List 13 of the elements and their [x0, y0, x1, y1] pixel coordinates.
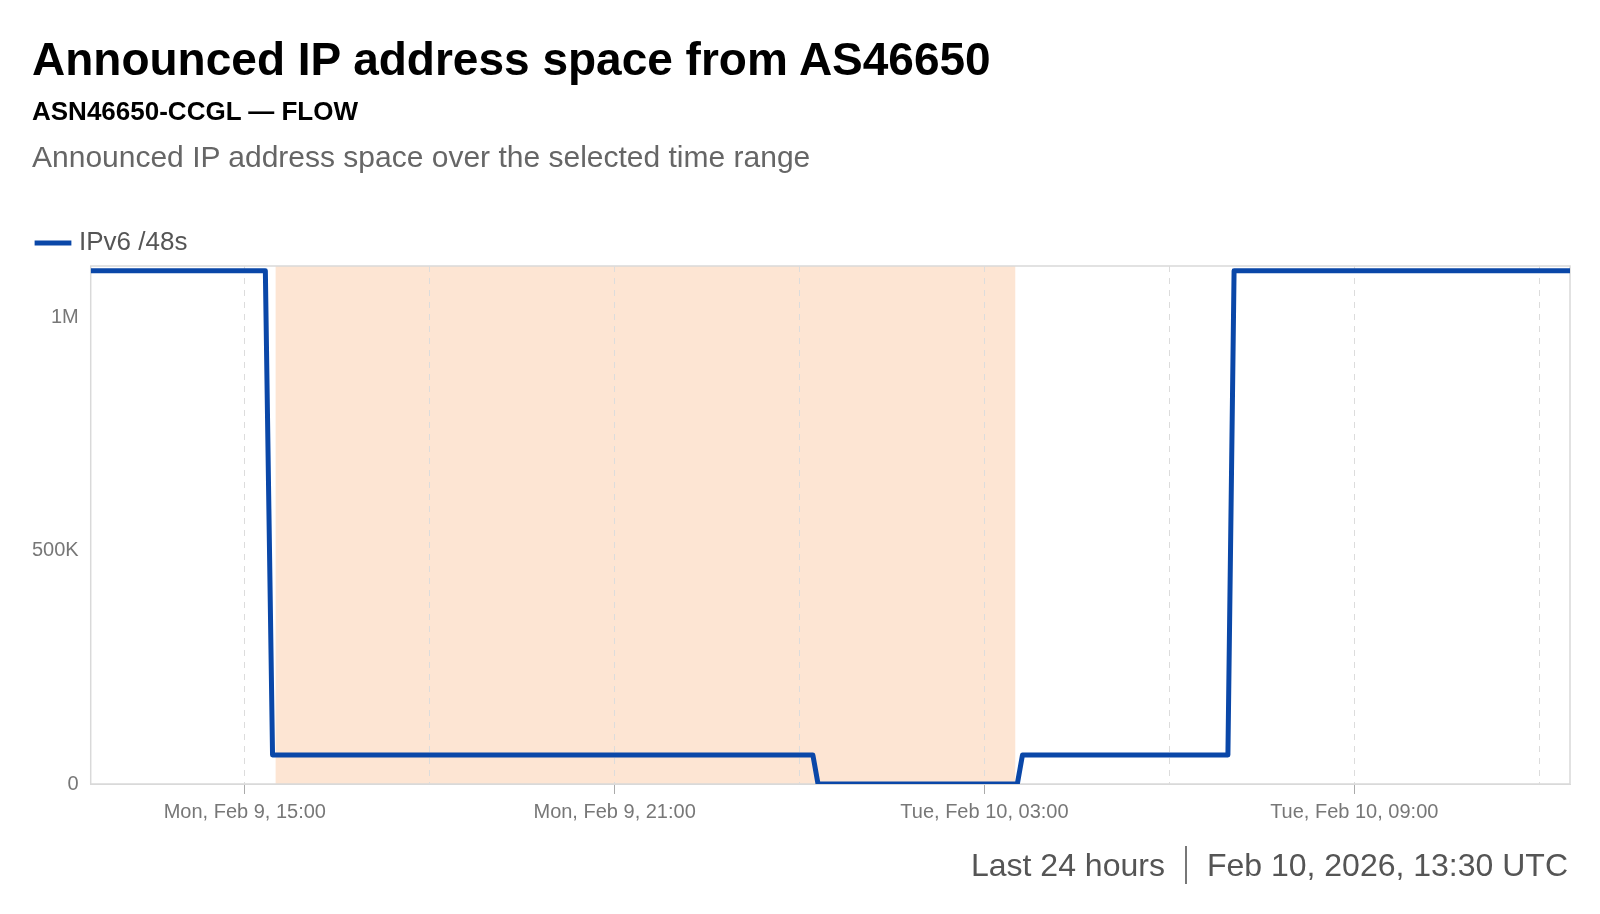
y-tick-label: 500K: [31, 538, 80, 561]
text: Announced IP address space over the selected time range: [32, 140, 811, 174]
x-tick-label: Tue, Feb 10, 09:00: [1270, 799, 1439, 822]
y-tick-label: 0: [67, 771, 79, 794]
y-tick-label: 1M: [50, 304, 79, 327]
chart-subtitle: ASN46650-CCGL — FLOW: [32, 96, 359, 127]
x-tick-label: Mon, Feb 9, 15:00: [163, 799, 326, 822]
text: Last 24 hours: [970, 846, 1165, 884]
chart-title: Announced IP address space from AS46650: [32, 32, 991, 86]
x-tick-label: Tue, Feb 10, 03:00: [900, 799, 1069, 822]
legend-label: IPv6 /48s: [79, 226, 188, 257]
text: Feb 10, 2026, 13:30 UTC: [1206, 846, 1568, 884]
x-tick-label: Mon, Feb 9, 21:00: [533, 799, 696, 822]
